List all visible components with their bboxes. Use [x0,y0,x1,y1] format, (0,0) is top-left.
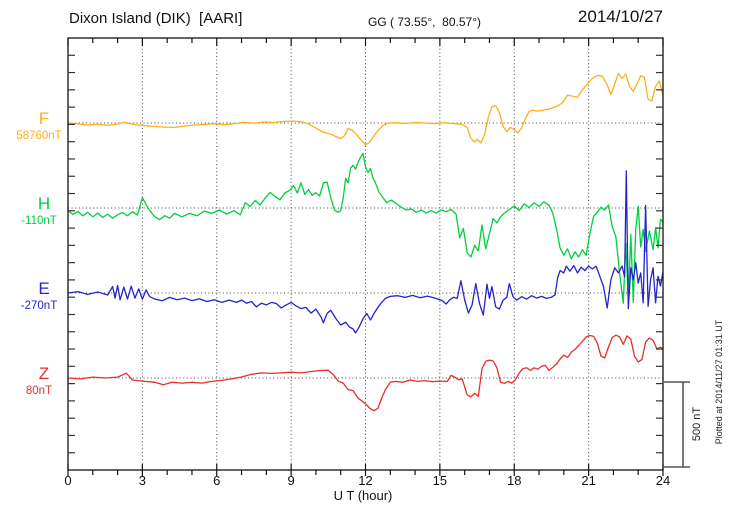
component-baseline-value-Z: 80nT [25,385,53,397]
scale-bar-label: 500 nT [691,406,703,442]
plotted-at-note: Plotted at 2014/11/27 01:31 UT [714,319,724,445]
component-baseline-value-F: 58760nT [16,130,62,142]
x-tick-label-24: 24 [655,473,671,488]
x-tick-label-21: 21 [581,473,596,488]
trace-Z [67,334,664,412]
trace-H [67,152,664,304]
x-tick-label-15: 15 [432,473,448,488]
component-baseline-value-H: -110nT [21,215,57,227]
x-tick-label-9: 9 [287,473,295,488]
station-title: Dixon Island (DIK) [AARI] [69,10,243,27]
x-tick-label-18: 18 [507,473,522,488]
component-letter-Z: Z [38,364,50,383]
x-tick-label-3: 3 [138,473,146,488]
x-axis-title: U T (hour) [333,488,393,503]
x-tick-label-12: 12 [358,473,373,488]
trace-F [67,73,664,146]
component-letter-H: H [37,194,51,213]
component-baseline-value-E: -270nT [20,300,58,312]
geographic-coordinates: GG ( 73.55°, 80.57°) [368,15,481,29]
component-letter-F: F [38,109,50,128]
x-tick-label-6: 6 [213,473,221,488]
trace-E [67,170,664,334]
plot-date: 2014/10/27 [577,7,663,26]
x-tick-label-0: 0 [64,473,72,488]
component-letter-E: E [38,279,50,298]
